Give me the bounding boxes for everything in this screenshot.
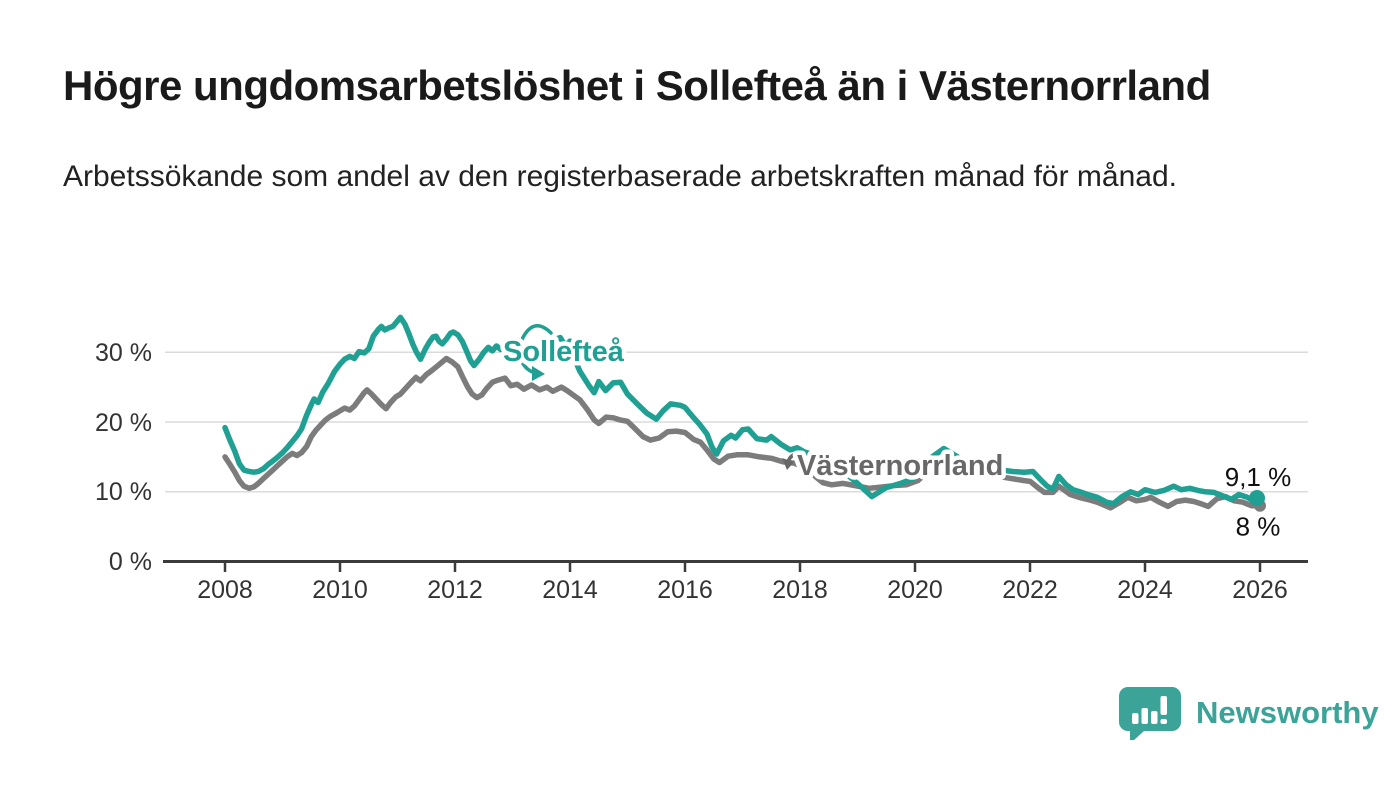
x-axis-ticks <box>223 562 1262 572</box>
y-axis-labels: 30 % 20 % 10 % 0 % <box>95 339 152 576</box>
x-tick-2026: 2026 <box>1232 576 1288 604</box>
bar-chart-glyph <box>1132 696 1167 724</box>
x-tick-2022: 2022 <box>1002 576 1058 604</box>
page-subtitle: Arbetssökande som andel av den registerb… <box>63 160 1177 193</box>
solleftea-end-dot <box>1249 490 1265 507</box>
solleftea-end-value: 9,1 % <box>1225 462 1292 492</box>
solleftea-label: Sollefteå <box>503 336 625 368</box>
x-tick-2010: 2010 <box>312 576 368 604</box>
x-tick-2012: 2012 <box>427 576 483 604</box>
x-tick-2014: 2014 <box>542 576 598 604</box>
vasternorrland-label: Västernorrland <box>797 450 1003 482</box>
y-tick-0: 0 % <box>109 548 152 576</box>
newsworthy-logo-icon <box>1119 687 1181 740</box>
newsworthy-logo: Newsworthy <box>1118 686 1379 740</box>
x-tick-2020: 2020 <box>887 576 943 604</box>
vasternorrland-arrowhead <box>782 458 794 470</box>
line-vasternorrland <box>222 355 1263 511</box>
y-tick-10: 10 % <box>95 478 152 506</box>
newsworthy-brand-name: Newsworthy <box>1196 695 1379 730</box>
solleftea-arrow <box>517 324 553 375</box>
y-tick-30: 30 % <box>95 339 152 367</box>
y-tick-20: 20 % <box>95 409 152 437</box>
vasternorrland-end-value: 8 % <box>1236 512 1281 542</box>
x-tick-2018: 2018 <box>772 576 828 604</box>
solleftea-arrowhead <box>532 366 545 381</box>
page-title: Högre ungdomsarbetslöshet i Sollefteå än… <box>63 62 1211 109</box>
line-solleftea <box>222 314 1263 507</box>
x-tick-2008: 2008 <box>197 576 253 604</box>
x-tick-2024: 2024 <box>1117 576 1173 604</box>
x-axis-labels: 2008 2010 2012 2014 2016 2018 2020 2022 … <box>197 576 1288 604</box>
x-tick-2016: 2016 <box>657 576 713 604</box>
